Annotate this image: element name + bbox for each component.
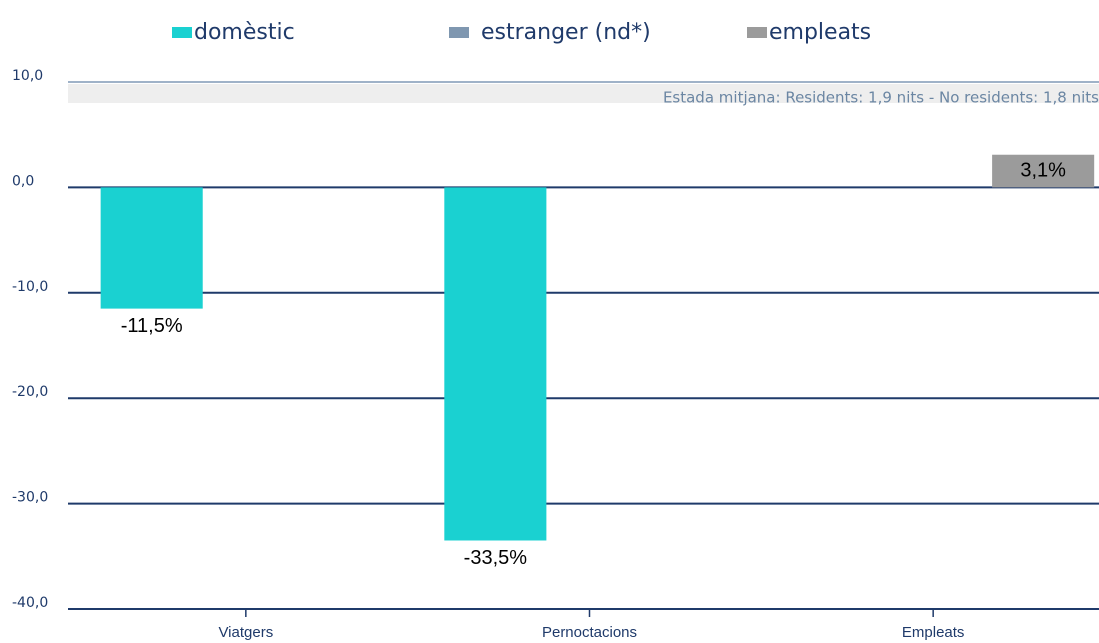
- bar: [444, 187, 547, 541]
- bar: [992, 154, 1095, 188]
- value-label: 3,1%: [1020, 159, 1066, 181]
- x-tick-label: Empleats: [902, 624, 965, 641]
- value-label: -33,5%: [464, 547, 528, 569]
- x-tick-label: Viatgers: [218, 624, 273, 641]
- legend-label: domèstic: [194, 20, 295, 45]
- bar: [100, 187, 203, 309]
- y-tick-label: 10,0: [12, 68, 43, 84]
- annotation-band: [68, 84, 1099, 103]
- y-tick-label: 0,0: [12, 173, 34, 189]
- legend-label: estranger (nd*): [481, 20, 651, 45]
- y-tick-label: -20,0: [12, 384, 48, 400]
- legend-label: empleats: [769, 20, 871, 45]
- value-label: -11,5%: [121, 315, 183, 337]
- legend-swatch: [172, 27, 192, 38]
- legend-swatch: [449, 27, 469, 38]
- x-tick-label: Pernoctacions: [542, 624, 637, 641]
- y-tick-label: -10,0: [12, 279, 48, 295]
- y-tick-label: -40,0: [12, 595, 48, 611]
- annotation: Estada mitjana: Residents: 1,9 nits - No…: [663, 89, 1099, 107]
- y-tick-label: -30,0: [12, 490, 48, 506]
- legend-swatch: [747, 27, 767, 38]
